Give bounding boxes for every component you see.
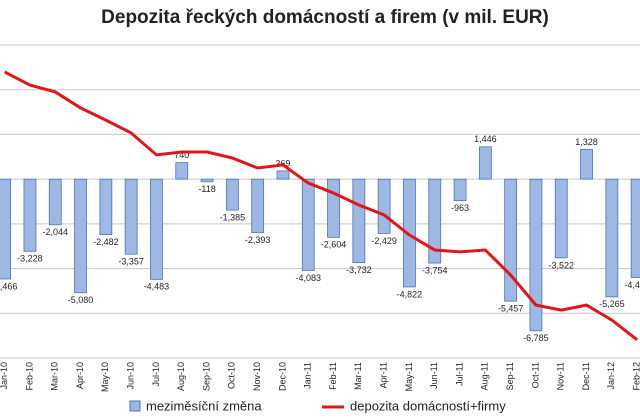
x-tick-label: Dec-10	[277, 362, 287, 391]
bar	[225, 178, 239, 211]
data-label: 1,446	[474, 134, 497, 144]
chart-title: Depozita řeckých domácností a firem (v m…	[101, 7, 549, 28]
data-label: -118	[198, 184, 215, 194]
data-label: -963	[451, 203, 469, 213]
data-label: 369	[275, 158, 290, 168]
data-label: -5,080	[68, 295, 94, 305]
bar	[554, 178, 568, 259]
x-tick-label: Nov-11	[556, 362, 566, 390]
bar	[403, 178, 416, 288]
data-label: -5,457	[498, 304, 524, 314]
bar	[478, 146, 492, 180]
x-tick-label: Jan-11	[303, 362, 313, 389]
x-tick-label: Jul-10	[151, 362, 161, 387]
data-label: -4,822	[397, 289, 423, 299]
bar	[276, 170, 290, 180]
data-label: -4,483	[144, 282, 170, 292]
bar	[630, 178, 640, 278]
x-tick-label: Mar-10	[50, 362, 60, 391]
bar	[529, 178, 543, 332]
x-tick-label: Aug-10	[176, 362, 186, 391]
bar	[48, 178, 62, 226]
data-label: -4,466	[0, 281, 17, 291]
data-label: 740	[174, 150, 189, 160]
x-tick-label: Feb-10	[24, 362, 34, 391]
bar	[504, 178, 518, 302]
bar	[150, 178, 163, 280]
bar	[605, 178, 619, 298]
data-label: -3,522	[548, 260, 574, 270]
x-tick-label: Aug-11	[480, 362, 490, 390]
data-label: -6,785	[523, 333, 549, 343]
data-label: -2,604	[321, 240, 347, 250]
bar	[352, 178, 366, 263]
bar	[377, 178, 391, 234]
data-label: -2,482	[93, 237, 119, 247]
x-tick-label: Jan-10	[0, 362, 9, 390]
x-tick-label: Jun-10	[126, 362, 136, 390]
x-tick-label: Feb-12	[632, 362, 640, 391]
legend-label: meziměsíční změna	[146, 398, 262, 413]
x-tick-label: May-11	[404, 362, 414, 391]
x-tick-label: Oct-11	[530, 362, 540, 388]
data-label: -1,385	[220, 212, 246, 222]
bar	[124, 178, 138, 255]
bar	[74, 178, 87, 294]
bar	[301, 178, 315, 271]
bar	[200, 178, 214, 183]
data-label: 1,328	[575, 137, 598, 147]
x-tick-label: Jul-11	[454, 362, 464, 386]
x-tick-label: Jan-12	[606, 362, 616, 390]
x-tick-label: Oct-10	[227, 362, 237, 389]
bar	[99, 178, 113, 236]
x-tick-label: Sep-10	[201, 362, 211, 391]
x-tick-label: Jun-11	[429, 362, 439, 389]
data-label: -3,357	[118, 257, 144, 267]
x-tick-label: Apr-10	[75, 362, 85, 389]
bar	[327, 178, 340, 238]
x-tick-label: May-10	[100, 362, 110, 392]
legend-swatch	[129, 400, 141, 412]
data-label: -2,429	[371, 236, 397, 246]
data-label: -3,754	[422, 265, 448, 275]
legend-label: depozita domácností+firmy	[350, 398, 506, 413]
bar	[428, 178, 442, 264]
data-label: -2,393	[245, 235, 271, 245]
bar	[23, 178, 37, 252]
data-label: -4,083	[295, 273, 321, 283]
bar	[175, 162, 189, 180]
x-tick-label: Apr-11	[379, 362, 389, 388]
line	[3, 70, 639, 342]
data-label: -2,044	[42, 227, 68, 237]
bar	[251, 178, 265, 234]
data-label: -4,400	[624, 280, 640, 290]
x-tick-label: Mar-11	[353, 362, 363, 390]
bar	[580, 149, 593, 180]
x-tick-label: Feb-11	[328, 362, 338, 390]
bar	[0, 178, 12, 280]
bar	[453, 178, 467, 202]
x-tick-label: Nov-10	[252, 362, 262, 391]
x-tick-label: Dec-11	[581, 362, 591, 390]
data-label: -3,732	[346, 265, 372, 275]
data-label: -3,228	[17, 254, 43, 264]
x-tick-label: Sep-11	[505, 362, 515, 390]
data-label: -5,265	[599, 299, 625, 309]
